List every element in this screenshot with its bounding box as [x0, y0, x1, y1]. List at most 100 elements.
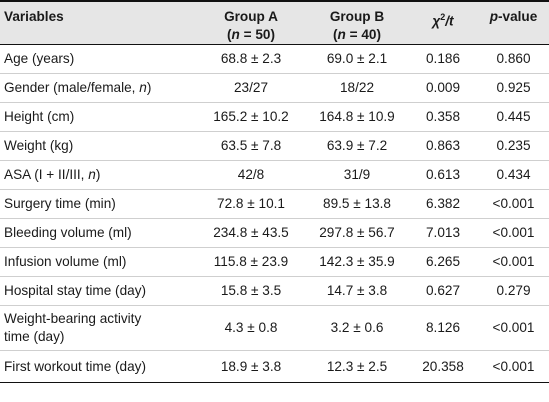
variable-label: Bleeding volume (ml) [4, 225, 132, 240]
cell-statistic: 0.186 [408, 44, 478, 74]
cell-statistic: 8.126 [408, 305, 478, 351]
cell-statistic: 0.358 [408, 102, 478, 132]
variable-label: First workout time (day) [4, 358, 147, 374]
variable-label-suffix: ) [95, 167, 101, 182]
header-group-a-n-symbol: n [231, 27, 240, 42]
variable-label: ASA (I + II/III, [4, 167, 89, 182]
cell-group-a: 4.3 ± 0.8 [196, 305, 306, 351]
variable-label: Weight-bearing activity [4, 311, 142, 326]
cell-group-b: 31/9 [306, 160, 408, 190]
header-group-a: Group A (n = 50) [196, 0, 306, 45]
header-group-b-label: Group B [329, 9, 385, 24]
cell-statistic: 0.627 [408, 276, 478, 306]
header-chi-symbol: χ [432, 13, 441, 29]
table-row: Gender (male/female, n) 23/27 18/22 0.00… [0, 73, 549, 103]
cell-group-b: 89.5 ± 13.8 [306, 189, 408, 219]
header-group-b: Group B (n = 40) [306, 0, 408, 45]
variable-label: Height (cm) [4, 109, 75, 124]
variable-label: Surgery time (min) [4, 196, 116, 211]
header-group-b-n-symbol: n [337, 27, 346, 42]
cell-group-a: 165.2 ± 10.2 [196, 102, 306, 132]
cell-group-b: 12.3 ± 2.5 [306, 350, 408, 383]
variable-label-line2: time (day) [4, 329, 65, 344]
cell-group-a: 72.8 ± 10.1 [196, 189, 306, 219]
cell-variable: Weight-bearing activity time (day) [0, 305, 196, 351]
cell-group-a: 115.8 ± 23.9 [196, 247, 306, 277]
cell-p-value: 0.235 [478, 131, 549, 161]
cell-statistic: 6.382 [408, 189, 478, 219]
cell-variable: Height (cm) [0, 102, 196, 132]
cell-variable: Bleeding volume (ml) [0, 218, 196, 248]
header-row: Variables Group A (n = 50) Group B (n = … [0, 0, 549, 45]
cell-group-a: 18.9 ± 3.8 [196, 350, 306, 383]
header-statistic: χ2/t [408, 0, 478, 45]
cell-variable: Hospital stay time (day) [0, 276, 196, 306]
table-row: Weight (kg) 63.5 ± 7.8 63.9 ± 7.2 0.863 … [0, 131, 549, 161]
cell-variable: Surgery time (min) [0, 189, 196, 219]
cell-group-a: 63.5 ± 7.8 [196, 131, 306, 161]
cell-p-value: <0.001 [478, 189, 549, 219]
cell-group-b: 297.8 ± 56.7 [306, 218, 408, 248]
variable-label-italic: n [88, 167, 96, 182]
cell-variable: ASA (I + II/III, n) [0, 160, 196, 190]
cell-group-a: 23/27 [196, 73, 306, 103]
cell-group-a: 68.8 ± 2.3 [196, 44, 306, 74]
variable-label: Hospital stay time (day) [4, 283, 147, 298]
variable-label: Infusion volume (ml) [4, 254, 127, 269]
cell-p-value: <0.001 [478, 218, 549, 248]
header-t-symbol: /t [445, 13, 454, 29]
cell-p-value: <0.001 [478, 350, 549, 383]
header-p-symbol: p [489, 9, 498, 24]
cell-group-b: 69.0 ± 2.1 [306, 44, 408, 74]
header-group-a-n-value: = 50) [239, 27, 275, 42]
header-variables: Variables [0, 0, 196, 45]
cell-p-value: 0.860 [478, 44, 549, 74]
table-row: Age (years) 68.8 ± 2.3 69.0 ± 2.1 0.186 … [0, 44, 549, 74]
cell-p-value: 0.925 [478, 73, 549, 103]
header-p-value-label: -value [498, 9, 538, 24]
header-group-b-n-value: = 40) [345, 27, 381, 42]
header-variables-label: Variables [4, 9, 64, 24]
cell-group-b: 18/22 [306, 73, 408, 103]
cell-group-b: 142.3 ± 35.9 [306, 247, 408, 277]
header-group-a-label: Group A [224, 9, 278, 24]
table-row: Weight-bearing activity time (day) 4.3 ± … [0, 305, 549, 351]
comparison-table: Variables Group A (n = 50) Group B (n = … [0, 0, 549, 383]
cell-group-b: 63.9 ± 7.2 [306, 131, 408, 161]
header-chi-superscript: 2 [440, 12, 446, 22]
header-group-a-n: (n = 50) [200, 26, 302, 44]
table-body: Age (years) 68.8 ± 2.3 69.0 ± 2.1 0.186 … [0, 44, 549, 383]
table-row: ASA (I + II/III, n) 42/8 31/9 0.613 0.43… [0, 160, 549, 190]
variable-label: Gender (male/female, [4, 80, 140, 95]
cell-variable: Age (years) [0, 44, 196, 74]
cell-variable: First workout time (day) [0, 350, 196, 383]
cell-group-a: 234.8 ± 43.5 [196, 218, 306, 248]
cell-group-a: 15.8 ± 3.5 [196, 276, 306, 306]
header-group-b-n-prefix: ( [333, 27, 338, 42]
table-header: Variables Group A (n = 50) Group B (n = … [0, 0, 549, 45]
cell-statistic: 7.013 [408, 218, 478, 248]
cell-p-value: <0.001 [478, 247, 549, 277]
table-row: Surgery time (min) 72.8 ± 10.1 89.5 ± 13… [0, 189, 549, 219]
cell-statistic: 20.358 [408, 350, 478, 383]
table-row: First workout time (day) 18.9 ± 3.8 12.3… [0, 350, 549, 383]
cell-group-a: 42/8 [196, 160, 306, 190]
cell-group-b: 3.2 ± 0.6 [306, 305, 408, 351]
cell-p-value: <0.001 [478, 305, 549, 351]
table-row: Height (cm) 165.2 ± 10.2 164.8 ± 10.9 0.… [0, 102, 549, 132]
header-p-value: p-value [478, 0, 549, 45]
cell-variable: Gender (male/female, n) [0, 73, 196, 103]
cell-variable: Weight (kg) [0, 131, 196, 161]
cell-variable: Infusion volume (ml) [0, 247, 196, 277]
cell-group-b: 14.7 ± 3.8 [306, 276, 408, 306]
cell-statistic: 0.009 [408, 73, 478, 103]
variable-label-suffix: ) [146, 80, 152, 95]
variable-label: Age (years) [4, 51, 75, 66]
variable-label-italic: n [139, 80, 147, 95]
cell-statistic: 6.265 [408, 247, 478, 277]
table-row: Bleeding volume (ml) 234.8 ± 43.5 297.8 … [0, 218, 549, 248]
variable-label: Weight (kg) [4, 138, 74, 153]
table-row: Hospital stay time (day) 15.8 ± 3.5 14.7… [0, 276, 549, 306]
cell-p-value: 0.434 [478, 160, 549, 190]
